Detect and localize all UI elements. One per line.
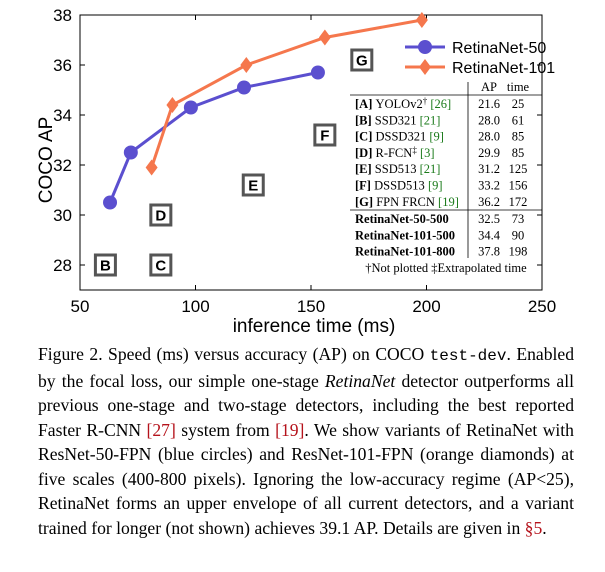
data-point-circle xyxy=(310,65,325,80)
table-row-name: RetinaNet-50-500 xyxy=(355,212,449,226)
figure-caption: Figure 2. Speed (ms) versus accuracy (AP… xyxy=(38,342,574,540)
legend-label: RetinaNet-101 xyxy=(452,60,555,77)
table-time-value: 85 xyxy=(512,146,525,160)
table-ap-value: 37.8 xyxy=(478,245,500,259)
y-tick-label: 38 xyxy=(53,6,72,25)
table-row-name: RetinaNet-101-500 xyxy=(355,228,455,242)
table-row-name: [F] DSSD513 [9] xyxy=(355,179,443,193)
caption-text: . xyxy=(542,517,547,538)
caption-text: Figure 2. Speed (ms) versus accuracy (AP… xyxy=(38,344,430,364)
table-row-name: RetinaNet-101-800 xyxy=(355,245,455,259)
table-ap-value: 34.4 xyxy=(478,228,501,242)
detector-box xyxy=(350,48,374,72)
table-header: time xyxy=(507,80,530,94)
table-row-name: [E] SSD513 [21] xyxy=(355,162,440,176)
detector-box-label: C xyxy=(155,258,166,275)
table-time-value: 125 xyxy=(509,162,528,176)
table-header: AP xyxy=(481,80,497,94)
detector-box-label: D xyxy=(155,208,166,225)
table-ap-value: 28.0 xyxy=(478,130,500,144)
detector-box xyxy=(149,203,173,227)
section-link[interactable]: §5 xyxy=(524,517,543,538)
data-point-circle xyxy=(123,145,138,160)
legend-marker-circle xyxy=(418,40,432,54)
y-tick-label: 36 xyxy=(53,56,72,75)
x-tick-label: 50 xyxy=(71,297,90,316)
table-time-value: 25 xyxy=(512,97,525,111)
data-point-circle xyxy=(183,100,198,115)
caption-text: detector outperforms all previous one-st… xyxy=(38,370,574,440)
detector-box-label: E xyxy=(248,178,258,195)
x-tick-label: 100 xyxy=(181,297,209,316)
y-tick-label: 32 xyxy=(53,156,72,175)
table-ap-value: 21.6 xyxy=(478,97,500,111)
data-point-diamond xyxy=(145,159,158,176)
data-point-diamond xyxy=(166,97,179,113)
table-ap-value: 29.9 xyxy=(478,146,500,160)
detector-box xyxy=(93,253,117,277)
y-tick-label: 34 xyxy=(53,106,72,125)
table-time-value: 85 xyxy=(512,130,525,144)
table-row-name: [D] R-FCN‡ [3] xyxy=(355,145,435,160)
y-tick-label: 28 xyxy=(53,256,72,275)
x-tick-label: 250 xyxy=(528,297,556,316)
x-tick-label: 200 xyxy=(412,297,440,316)
table-time-value: 172 xyxy=(509,195,528,209)
data-point-diamond xyxy=(415,12,428,28)
x-tick-label: 150 xyxy=(297,297,325,316)
detector-box-label: F xyxy=(320,128,329,145)
caption-code: test-dev xyxy=(429,347,507,365)
detector-box xyxy=(149,253,173,277)
y-tick-label: 30 xyxy=(53,206,72,225)
table-row-name: [C] DSSD321 [9] xyxy=(355,130,444,144)
table-row-name: [G] FPN FRCN [19] xyxy=(355,195,459,209)
detector-box xyxy=(241,173,265,197)
data-point-circle xyxy=(237,80,252,95)
table-footnote: †Not plotted ‡Extrapolated time xyxy=(365,261,527,275)
data-point-diamond xyxy=(240,57,253,73)
caption-text: system from xyxy=(175,419,276,440)
table-time-value: 156 xyxy=(509,179,528,193)
caption-text: . Enabled by the focal loss, our simple … xyxy=(38,344,574,391)
citation-link[interactable]: [27] xyxy=(146,419,176,440)
speed-accuracy-chart: 50 100 150 200 250 28 30 32 34 36 38 B C D E F G Retina… xyxy=(36,6,556,337)
table-time-value: 73 xyxy=(512,212,525,226)
table-row-name: [A] YOLOv2† [26] xyxy=(355,96,451,111)
series-line xyxy=(108,71,319,204)
citation-link[interactable]: [19] xyxy=(275,419,305,440)
table-time-value: 90 xyxy=(512,228,525,242)
data-point-circle xyxy=(103,195,118,210)
x-axis-label: inference time (ms) xyxy=(233,316,396,337)
table-ap-value: 28.0 xyxy=(478,113,500,127)
table-time-value: 198 xyxy=(509,245,528,259)
detector-box-label: G xyxy=(356,53,368,70)
detector-box-label: B xyxy=(100,258,111,275)
table-row-name: [B] SSD321 [21] xyxy=(355,113,440,127)
legend-label: RetinaNet-50 xyxy=(452,40,546,57)
table-ap-value: 32.5 xyxy=(478,212,500,226)
table-ap-value: 33.2 xyxy=(478,179,500,193)
legend-marker-diamond xyxy=(419,59,431,75)
caption-emphasis: RetinaNet xyxy=(324,370,396,391)
y-axis-label: COCO AP xyxy=(36,117,57,204)
table-ap-value: 31.2 xyxy=(478,162,500,176)
table-time-value: 61 xyxy=(512,113,525,127)
data-point-diamond xyxy=(318,29,331,46)
table-ap-value: 36.2 xyxy=(478,195,500,209)
caption-text: . We show variants of RetinaNet with Res… xyxy=(38,419,574,538)
detector-box xyxy=(313,123,337,147)
